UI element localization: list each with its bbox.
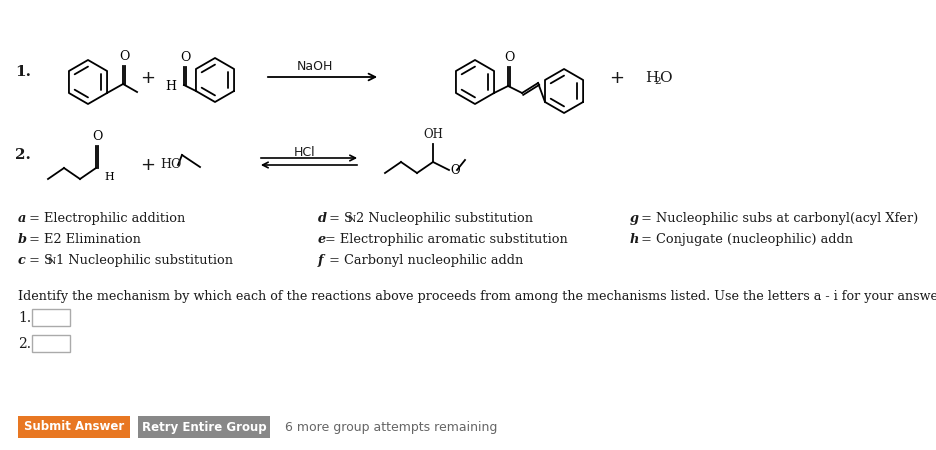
Text: O: O (119, 50, 129, 63)
Text: 1.: 1. (15, 65, 31, 79)
Text: 1 Nucleophilic substitution: 1 Nucleophilic substitution (56, 254, 233, 267)
Text: d: d (317, 212, 327, 225)
Text: 2.: 2. (18, 337, 31, 351)
Bar (32, 309, 70, 326)
Text: = S: = S (25, 254, 52, 267)
Text: 6 more group attempts remaining: 6 more group attempts remaining (285, 420, 497, 433)
Text: Submit Answer: Submit Answer (23, 420, 124, 433)
Text: O: O (180, 51, 190, 64)
Bar (32, 335, 70, 352)
Text: +: + (140, 156, 155, 174)
Text: O: O (92, 130, 102, 143)
Text: = E2 Elimination: = E2 Elimination (24, 233, 140, 246)
Text: b: b (18, 233, 27, 246)
Text: N: N (48, 257, 56, 266)
Text: h: h (629, 233, 638, 246)
Text: OH: OH (423, 128, 443, 141)
Text: HCl: HCl (294, 145, 315, 158)
Text: +: + (140, 69, 155, 87)
Text: +: + (608, 69, 623, 87)
Text: = Nucleophilic subs at carbonyl(acyl Xfer): = Nucleophilic subs at carbonyl(acyl Xfe… (636, 212, 917, 225)
Text: H: H (104, 172, 113, 182)
Text: c: c (18, 254, 26, 267)
Text: H: H (644, 71, 658, 85)
Text: = Conjugate (nucleophilic) addn: = Conjugate (nucleophilic) addn (636, 233, 852, 246)
Text: 2: 2 (653, 76, 660, 86)
Text: f: f (317, 254, 323, 267)
Text: 2.: 2. (15, 148, 31, 162)
Text: Identify the mechanism by which each of the reactions above proceeds from among : Identify the mechanism by which each of … (18, 290, 936, 303)
Text: HO: HO (160, 158, 182, 171)
Text: O: O (504, 51, 514, 64)
Text: NaOH: NaOH (297, 59, 333, 72)
Text: N: N (347, 215, 356, 224)
Text: a: a (18, 212, 26, 225)
Text: = Carbonyl nucleophilic addn: = Carbonyl nucleophilic addn (325, 254, 522, 267)
Text: O: O (658, 71, 671, 85)
Text: O: O (449, 163, 460, 176)
Text: 1.: 1. (18, 311, 31, 325)
Text: g: g (629, 212, 638, 225)
Text: = Electrophilic aromatic substitution: = Electrophilic aromatic substitution (325, 233, 567, 246)
Bar (18, 416, 130, 438)
Bar (138, 416, 270, 438)
Text: H: H (165, 80, 176, 93)
Text: 2 Nucleophilic substitution: 2 Nucleophilic substitution (356, 212, 533, 225)
Text: Retry Entire Group: Retry Entire Group (141, 420, 266, 433)
Text: = Electrophilic addition: = Electrophilic addition (24, 212, 184, 225)
Text: = S: = S (325, 212, 353, 225)
Text: e: e (317, 233, 326, 246)
